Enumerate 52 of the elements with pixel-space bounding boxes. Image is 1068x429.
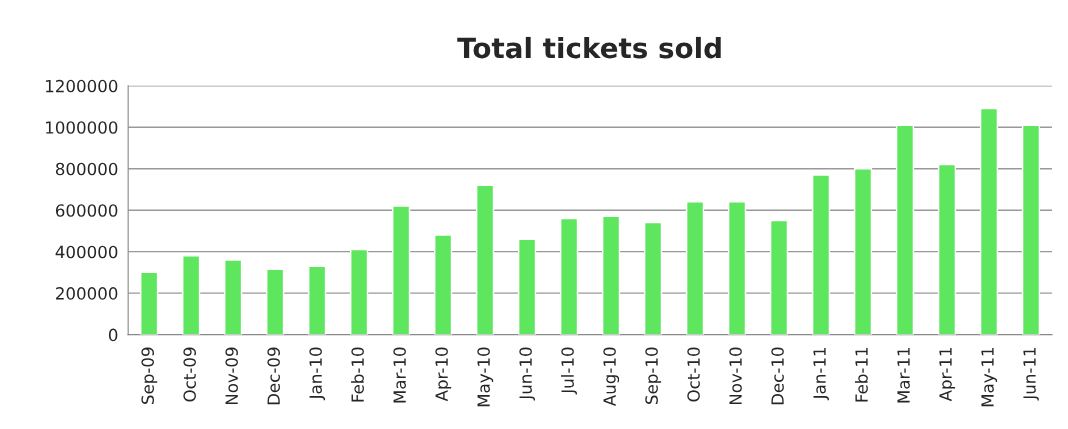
x-tick-label: Jan-10 bbox=[309, 347, 326, 401]
bar bbox=[853, 168, 873, 335]
bar bbox=[266, 268, 285, 335]
y-tick-label: 200000 bbox=[56, 287, 118, 300]
y-tick-label: 800000 bbox=[55, 162, 118, 176]
bar bbox=[182, 255, 201, 335]
bar bbox=[224, 259, 243, 335]
bar bbox=[434, 234, 453, 335]
bar bbox=[1021, 124, 1041, 335]
bar bbox=[811, 174, 831, 335]
x-tick-label: Mar-11 bbox=[897, 347, 910, 403]
y-tick-label: 400000 bbox=[55, 245, 118, 259]
bar bbox=[937, 163, 957, 335]
y-tick-label: 600000 bbox=[55, 204, 118, 217]
x-tick-label: May-10 bbox=[477, 347, 494, 407]
bar bbox=[140, 271, 159, 335]
bar bbox=[601, 215, 621, 335]
bar bbox=[727, 201, 747, 335]
x-tick-label: Jul-10 bbox=[561, 347, 578, 395]
bar bbox=[685, 201, 705, 335]
x-tick-label: Aug-10 bbox=[603, 347, 620, 407]
x-tick-label: Dec-10 bbox=[771, 347, 784, 405]
bar bbox=[392, 205, 411, 335]
bar bbox=[517, 238, 537, 335]
x-tick-label: Apr-11 bbox=[939, 347, 956, 402]
bar bbox=[350, 248, 369, 335]
x-tick-label: Nov-10 bbox=[729, 347, 742, 405]
x-tick-label: Jun-11 bbox=[1023, 347, 1039, 401]
chart-title: Total tickets sold bbox=[457, 36, 721, 59]
bar bbox=[475, 184, 495, 335]
x-tick-label: Feb-10 bbox=[351, 347, 364, 402]
x-tick-label: Jan-11 bbox=[813, 347, 829, 401]
bar bbox=[308, 265, 327, 335]
y-tick-label: 1200000 bbox=[46, 79, 118, 93]
bar bbox=[643, 221, 663, 335]
bar bbox=[979, 107, 999, 335]
bar bbox=[559, 217, 579, 335]
x-tick-label: Mar-10 bbox=[393, 347, 406, 403]
x-tick-label: Dec-09 bbox=[267, 347, 280, 405]
x-tick-label: Oct-09 bbox=[183, 347, 196, 402]
y-tick-label: 1000000 bbox=[46, 121, 118, 134]
bar bbox=[769, 219, 789, 335]
x-tick-label: Sep-09 bbox=[141, 347, 158, 404]
bar bbox=[895, 124, 915, 335]
x-tick-label: Sep-10 bbox=[645, 347, 662, 404]
x-tick-label: Feb-11 bbox=[854, 347, 868, 402]
x-tick-label: May-11 bbox=[981, 347, 998, 407]
x-tick-label: Jun-10 bbox=[519, 347, 536, 401]
x-tick-label: Apr-10 bbox=[435, 347, 452, 402]
x-tick-label: Nov-09 bbox=[225, 347, 238, 405]
y-tick-label: 0 bbox=[108, 328, 118, 342]
x-tick-label: Oct-10 bbox=[687, 347, 700, 402]
